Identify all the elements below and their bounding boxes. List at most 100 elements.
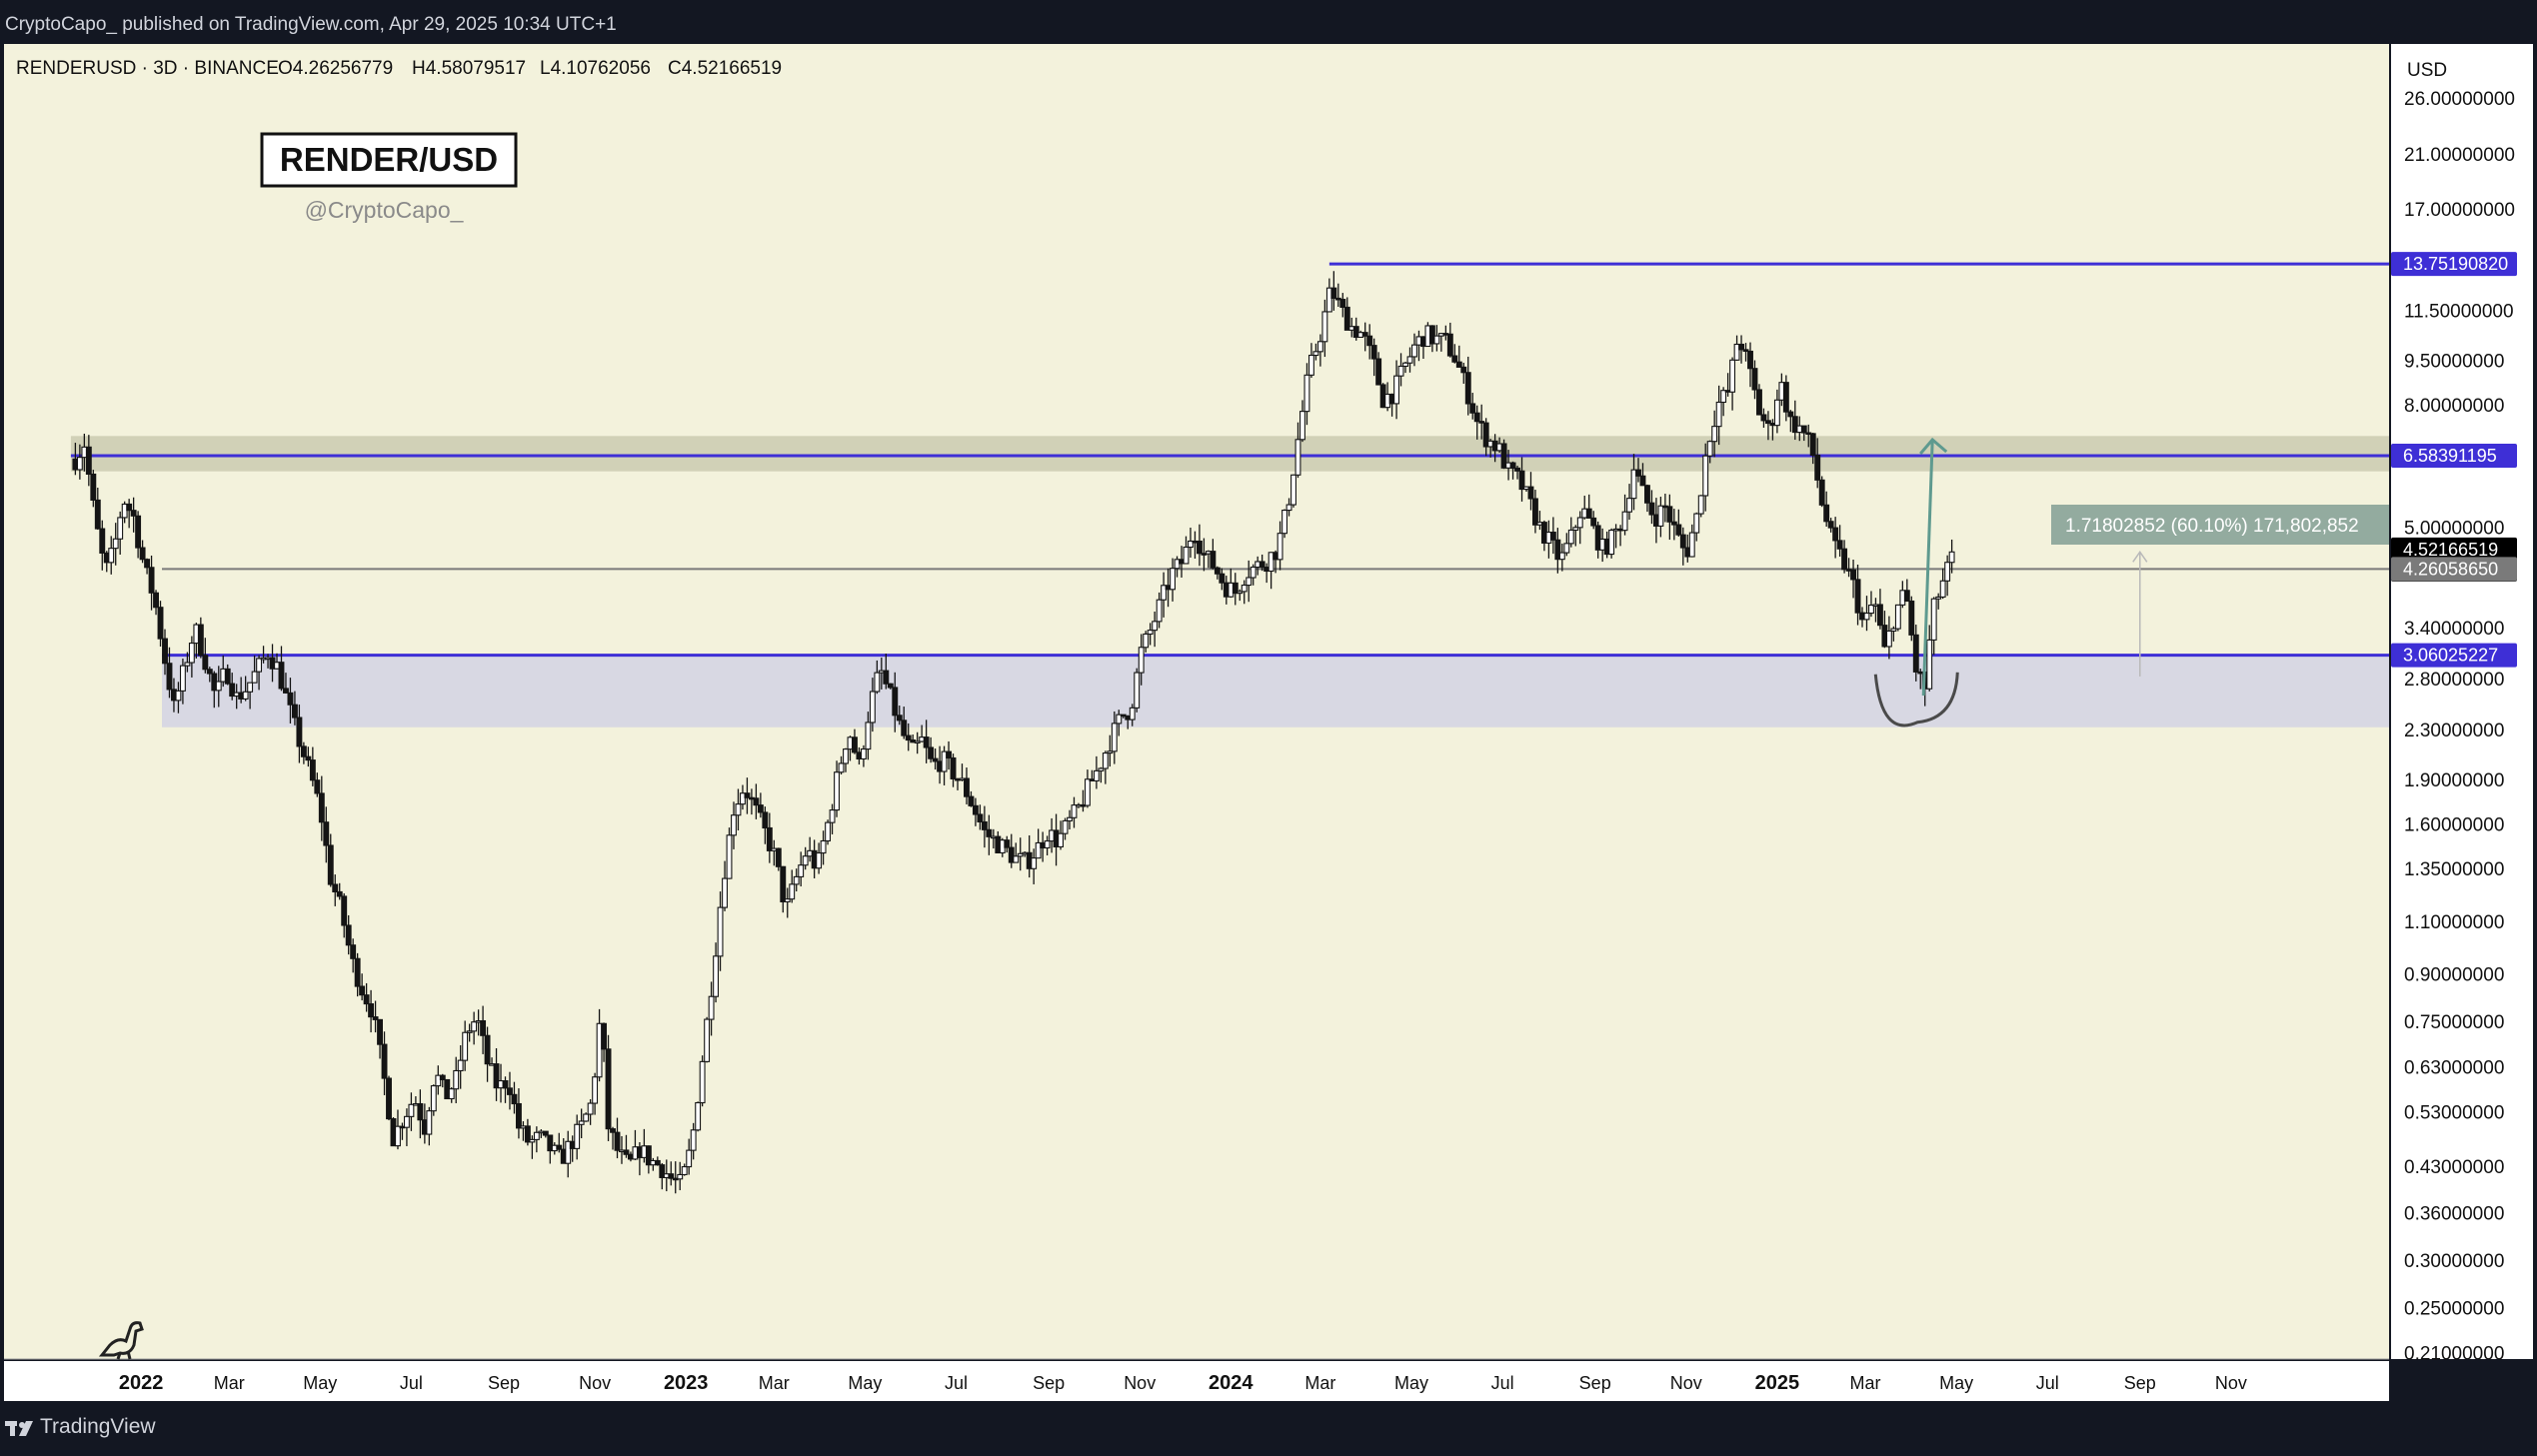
measure-label-box[interactable] xyxy=(2051,505,2389,545)
candle-body xyxy=(1885,630,1892,648)
candle-body xyxy=(1031,857,1038,869)
candle-body xyxy=(395,1125,401,1147)
candle xyxy=(1397,353,1404,387)
candle xyxy=(901,707,908,739)
candle xyxy=(117,511,124,556)
candle xyxy=(1276,521,1283,571)
candle xyxy=(524,1118,531,1146)
price-label-box-3[interactable] xyxy=(2391,557,2517,582)
candle-body xyxy=(202,655,209,671)
candle xyxy=(502,1076,509,1103)
price-tick: 9.50000000 xyxy=(2404,351,2504,372)
candle-body xyxy=(838,762,845,773)
candle-body xyxy=(1576,517,1583,529)
candle xyxy=(1760,408,1767,429)
candle-body xyxy=(1944,562,1951,582)
candle xyxy=(439,1073,446,1088)
candle-body xyxy=(493,1063,500,1089)
candle-body xyxy=(1062,819,1069,834)
time-tick: May xyxy=(1394,1373,1428,1393)
candle-body xyxy=(798,864,805,877)
bottom-arc[interactable] xyxy=(1873,672,1959,728)
candle xyxy=(605,1034,612,1141)
ohlc-legend: RENDERUSD · 3D · BINANCE O4.26256779 H4.… xyxy=(16,58,782,79)
time-tick: Sep xyxy=(488,1373,520,1393)
candle xyxy=(1626,484,1632,521)
candle-body xyxy=(1912,634,1919,673)
candle-body xyxy=(1836,540,1843,550)
price-label-box-1[interactable] xyxy=(2391,443,2517,468)
candle xyxy=(395,1109,401,1150)
candle xyxy=(1268,552,1274,590)
candle xyxy=(242,676,249,702)
candle xyxy=(1509,461,1516,480)
candle-body xyxy=(1675,524,1682,536)
candle xyxy=(1102,750,1109,784)
dino-icon[interactable] xyxy=(98,1321,144,1360)
candle-body xyxy=(1303,374,1310,413)
time-axis[interactable] xyxy=(4,1361,2389,1401)
price-tick: 0.75000000 xyxy=(2404,1012,2504,1033)
publish-bar: CryptoCapo_ published on TradingView.com… xyxy=(0,0,2537,42)
candle-body xyxy=(1433,335,1440,345)
time-axis-ticks: 2022 Mar May Jul Sep Nov 2023 Mar May Jul Sep Nov 20… xyxy=(119,1372,2247,1394)
candle xyxy=(188,636,195,678)
candle xyxy=(1693,512,1700,542)
candle-body xyxy=(1210,551,1217,569)
candle-body xyxy=(430,1085,437,1112)
candle xyxy=(1648,490,1655,525)
price-chart[interactable]: 1.71802852 (60.10%) 171,802,852 26.00000… xyxy=(0,42,2537,1403)
candle xyxy=(1455,345,1462,368)
price-label-box-0[interactable] xyxy=(2391,252,2517,277)
candle-body xyxy=(256,658,263,673)
candle xyxy=(1214,566,1221,580)
candle xyxy=(1558,543,1565,572)
candle-body xyxy=(1657,505,1664,527)
candle-body xyxy=(524,1125,531,1143)
candle-body xyxy=(529,1138,536,1143)
candle-body xyxy=(717,906,724,957)
candle xyxy=(99,520,106,571)
candle xyxy=(1903,579,1910,603)
candle-body xyxy=(1455,361,1462,368)
candle-body xyxy=(153,592,159,609)
candle xyxy=(1926,625,1933,692)
candle xyxy=(757,792,764,818)
candle-body xyxy=(1017,852,1024,857)
support-zone[interactable] xyxy=(162,655,2389,728)
candle-body xyxy=(1809,433,1816,457)
candle-body xyxy=(1630,469,1637,500)
candle-body xyxy=(892,687,899,717)
candle-body xyxy=(215,681,222,692)
candle-body xyxy=(1930,598,1937,641)
candle xyxy=(1246,560,1253,603)
candle xyxy=(1219,568,1226,591)
candle xyxy=(1791,400,1798,441)
candle-body xyxy=(968,795,975,806)
candle xyxy=(493,1048,500,1101)
price-label-box-4[interactable] xyxy=(2391,643,2517,668)
candle-body xyxy=(623,1149,630,1155)
price-tick: 0.90000000 xyxy=(2404,965,2504,986)
candle xyxy=(197,617,204,659)
candle xyxy=(1514,466,1520,480)
candle xyxy=(1013,842,1020,863)
candle-body xyxy=(502,1080,509,1089)
candle xyxy=(332,874,339,906)
drawing-tools: 1.71802852 (60.10%) 171,802,852 xyxy=(1873,437,2389,728)
candle xyxy=(1679,527,1686,566)
candle xyxy=(780,865,787,913)
candle-body xyxy=(1093,769,1100,781)
projection-arrow[interactable] xyxy=(1921,439,1934,697)
measure-arrowhead xyxy=(2132,550,2148,563)
price-tick: 0.53000000 xyxy=(2404,1102,2504,1123)
candle xyxy=(1894,604,1901,632)
candle xyxy=(229,673,236,701)
candle-body xyxy=(928,746,935,759)
candle-body xyxy=(336,890,343,897)
resistance-zone[interactable] xyxy=(70,436,2389,472)
currency-label[interactable]: USD xyxy=(2407,60,2447,81)
candle-body xyxy=(1854,579,1861,614)
candle-body xyxy=(1312,351,1319,357)
candle-body xyxy=(1276,533,1283,561)
